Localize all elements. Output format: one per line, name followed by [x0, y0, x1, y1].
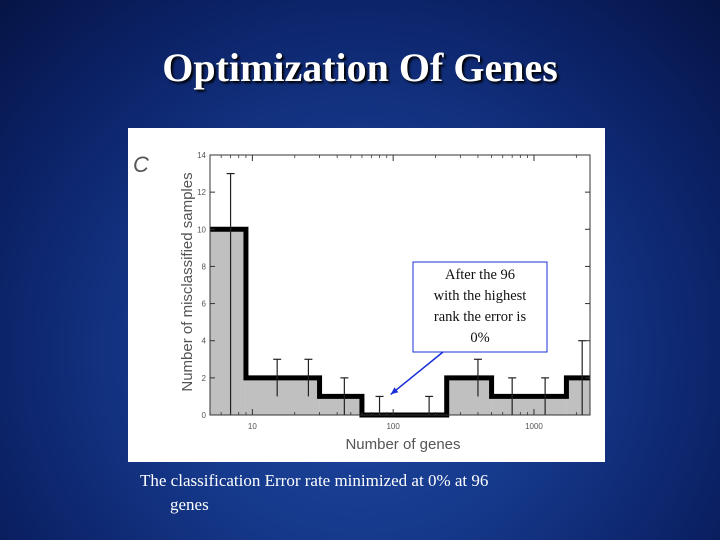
annotation-text-line-1: After the 96 [445, 267, 515, 283]
y-tick-label-14: 14 [197, 151, 206, 160]
histogram-bar-7 [566, 377, 590, 415]
annotation-text-line-4: 0% [470, 330, 489, 346]
histogram-bar-2 [245, 377, 320, 415]
histogram-bar-3 [319, 396, 362, 415]
annotation-arrow-head [390, 387, 399, 395]
slide-caption: The classification Error rate minimized … [140, 469, 580, 517]
annotation-arrow [390, 351, 444, 396]
y-tick-label-4: 4 [202, 337, 207, 346]
annotation-text-line-3: rank the error is [434, 309, 527, 325]
y-tick-label-12: 12 [197, 188, 206, 197]
annotation-text-line-2: with the highest [434, 288, 527, 304]
histogram-bar-1 [210, 229, 246, 415]
slide-title: Optimization Of Genes [162, 45, 558, 90]
x-tick-label-100: 100 [386, 422, 400, 431]
caption-line-1: The classification Error rate minimized … [140, 471, 489, 490]
chart-svg: C Number of misclassified samples Number… [133, 151, 591, 453]
x-tick-label-1000: 1000 [525, 422, 543, 431]
y-tick-label-8: 8 [202, 262, 207, 271]
y-tick-label-10: 10 [197, 225, 206, 234]
y-tick-label-0: 0 [202, 411, 207, 420]
histogram-bar-6 [491, 396, 567, 415]
annotation-box [412, 261, 548, 353]
caption-line-2: genes [170, 495, 209, 514]
chart-figure: C Number of misclassified samples Number… [128, 128, 605, 462]
y-tick-label-6: 6 [202, 300, 207, 309]
plot-frame [209, 154, 591, 416]
panel-label: C [133, 152, 149, 177]
x-tick-label-10: 10 [248, 422, 257, 431]
x-axis-label: Number of genes [345, 436, 460, 453]
histogram-bar-5 [446, 377, 492, 415]
y-axis-label: Number of misclassified samples [179, 172, 196, 391]
y-tick-label-2: 2 [202, 374, 207, 383]
